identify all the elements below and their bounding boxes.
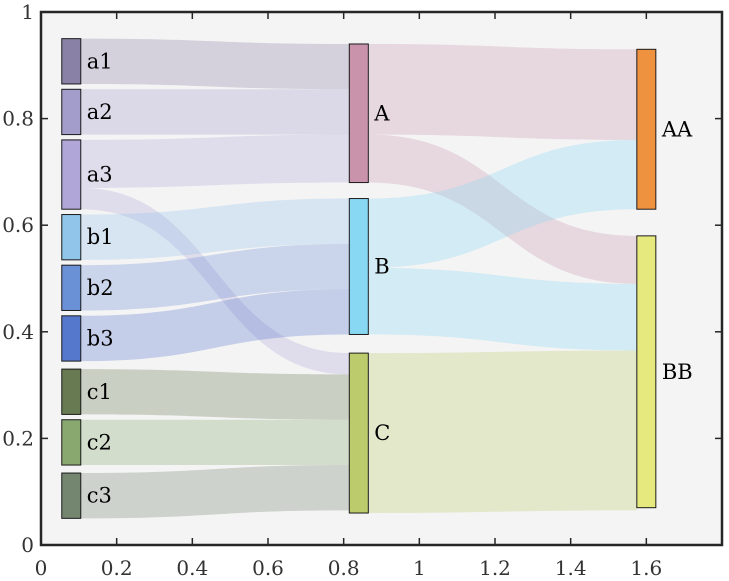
flow-A-BB <box>368 134 637 284</box>
x-tick-label: 0 <box>35 556 48 580</box>
node-label-a3: a3 <box>87 163 113 187</box>
y-tick-label: 0.4 <box>2 320 34 344</box>
node-a2 <box>61 88 82 136</box>
flow-b2-B <box>80 243 350 311</box>
node-c3 <box>61 472 82 519</box>
flows-layer <box>80 38 637 519</box>
x-tick-label: 1 <box>413 556 426 580</box>
node-C <box>348 352 369 514</box>
flow-c1-C <box>80 369 350 420</box>
x-tick-label: 0.4 <box>176 556 208 580</box>
node-c2 <box>61 419 82 466</box>
node-label-c2: c2 <box>87 430 112 454</box>
node-label-b1: b1 <box>87 225 114 249</box>
node-label-BB: BB <box>662 360 693 384</box>
y-tick-label: 0 <box>21 533 34 557</box>
x-tick-label: 1.2 <box>479 556 511 580</box>
flow-B-AA <box>368 139 637 268</box>
node-label-AA: AA <box>661 117 693 141</box>
flow-c2-C <box>80 419 350 466</box>
node-label-a1: a1 <box>87 49 113 73</box>
y-tick-label: 0.8 <box>2 107 34 131</box>
node-b2 <box>61 264 82 311</box>
node-labels: a1 a2 a3 b1 b2 b3 c1 c2 c3 A B C AA BB <box>87 49 693 507</box>
node-BB <box>636 235 657 509</box>
flow-B-BB <box>368 267 637 351</box>
flow-b1-B <box>80 198 350 260</box>
x-tick-label: 0.6 <box>252 556 284 580</box>
node-label-c1: c1 <box>87 380 112 404</box>
flow-b3-B <box>80 289 350 362</box>
flow-a3-C <box>80 187 350 375</box>
x-tick-label: 1.4 <box>555 556 587 580</box>
node-b3 <box>61 315 82 362</box>
nodes-layer <box>61 38 657 519</box>
flow-a1-A <box>80 38 350 90</box>
node-label-b2: b2 <box>87 276 114 300</box>
node-label-a2: a2 <box>87 100 113 124</box>
node-a3 <box>61 139 82 210</box>
node-label-A: A <box>373 101 390 125</box>
node-B <box>348 198 369 335</box>
node-label-c3: c3 <box>87 484 112 508</box>
flow-a2-A <box>80 89 350 135</box>
node-c1 <box>61 368 82 415</box>
node-b1 <box>61 214 82 261</box>
y-tick-label: 1 <box>21 0 34 24</box>
flow-A-AA <box>368 43 637 140</box>
flow-a3-A <box>80 134 350 188</box>
x-tick-label: 0.8 <box>328 556 360 580</box>
node-A <box>348 43 369 184</box>
flow-C-BB <box>368 350 637 514</box>
x-tick-label: 1.6 <box>630 556 662 580</box>
y-tick-label: 0.6 <box>2 213 34 237</box>
node-label-C: C <box>374 421 390 445</box>
x-tick-label: 0.2 <box>101 556 133 580</box>
node-label-B: B <box>374 255 389 279</box>
flow-c3-C <box>80 465 350 519</box>
plot-frame <box>39 10 724 547</box>
plot-background <box>41 12 722 545</box>
node-label-b3: b3 <box>87 326 114 350</box>
y-tick-label: 0.2 <box>2 426 34 450</box>
node-a1 <box>61 38 82 85</box>
node-AA <box>636 48 657 210</box>
